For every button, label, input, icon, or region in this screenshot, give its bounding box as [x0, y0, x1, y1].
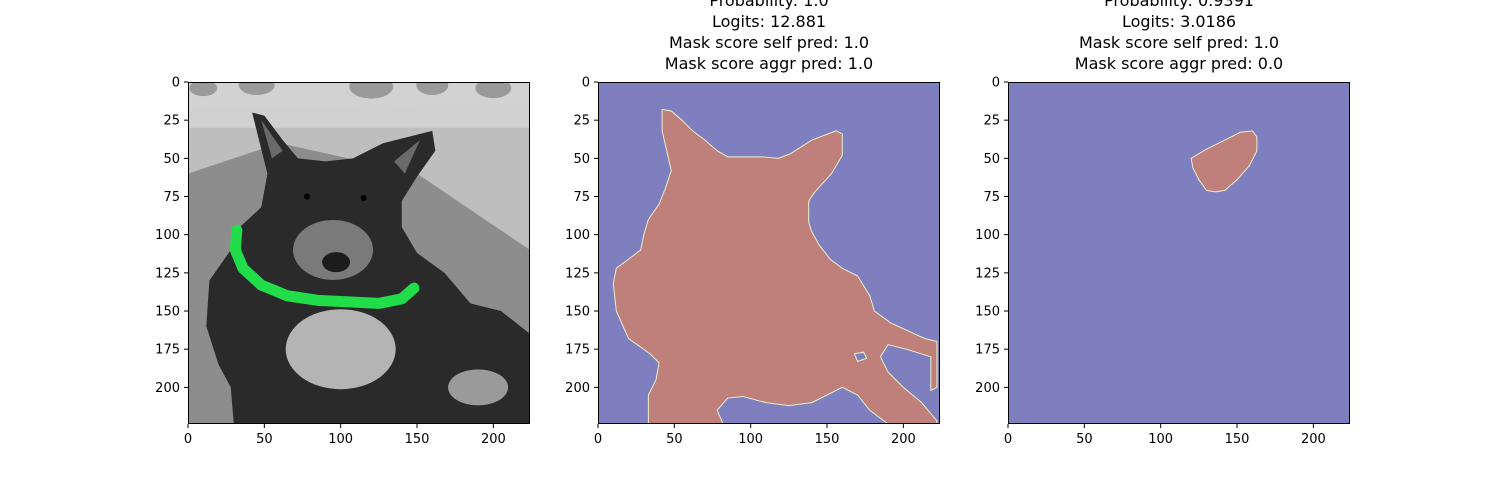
panel-mask-1: Probability: 1.0 Logits: 12.881 Mask score… — [548, 0, 988, 500]
y-tick-label: 200 — [975, 381, 1000, 396]
x-tick-label: 0 — [184, 432, 192, 447]
y-tick-label: 75 — [573, 190, 590, 205]
mask-region — [612, 108, 938, 424]
y-tick-label: 75 — [163, 190, 180, 205]
y-tick-label: 75 — [983, 190, 1000, 205]
y-tick-label: 200 — [155, 381, 180, 396]
x-tick-label: 0 — [594, 432, 602, 447]
panel-input-image: 0 50 100 150 200 0 25 50 75 100 125 150 175 200 — [138, 0, 578, 500]
axes-1: 0 50 100 150 200 0 25 50 75 100 125 150 175 200 — [565, 76, 940, 447]
y-tick-label: 25 — [983, 114, 1000, 129]
y-tick-label: 100 — [975, 228, 1000, 243]
chart-title-line: Mask score self pred: 1.0 — [1078, 33, 1280, 52]
x-tick-label: 200 — [481, 432, 506, 447]
y-tick-label: 0 — [582, 76, 590, 91]
axes-frame — [598, 82, 940, 424]
x-tick-label: 150 — [405, 432, 430, 447]
panel-mask-2: Probability: 0.9391 Logits: 3.0186 Mask sc… — [958, 0, 1398, 500]
y-tick-label: 150 — [565, 305, 590, 320]
y-tick-label: 125 — [565, 266, 590, 281]
chart-title-line: Mask score aggr pred: 1.0 — [664, 54, 874, 73]
chart-title-line: Mask score aggr pred: 0.0 — [1074, 54, 1284, 73]
y-tick-label: 200 — [565, 381, 590, 396]
x-tick-label: 0 — [1004, 432, 1012, 447]
y-tick-label: 175 — [155, 343, 180, 358]
chart-title-line: Probability: 1.0 — [709, 0, 829, 10]
y-tick-label: 50 — [573, 152, 590, 167]
y-tick-label: 175 — [565, 343, 590, 358]
y-tick-label: 125 — [155, 266, 180, 281]
y-tick-label: 0 — [172, 76, 180, 91]
y-tick-label: 100 — [565, 228, 590, 243]
x-tick-label: 100 — [328, 432, 353, 447]
y-tick-label: 25 — [163, 114, 180, 129]
y-tick-label: 100 — [155, 228, 180, 243]
y-tick-label: 50 — [983, 152, 1000, 167]
x-tick-label: 150 — [815, 432, 840, 447]
y-tick-label: 150 — [155, 305, 180, 320]
y-tick-label: 150 — [975, 305, 1000, 320]
dog-photo — [188, 82, 530, 424]
x-tick-label: 50 — [666, 432, 683, 447]
y-tick-label: 0 — [992, 76, 1000, 91]
y-tick-label: 50 — [163, 152, 180, 167]
mask-region — [1190, 130, 1258, 193]
y-tick-label: 25 — [573, 114, 590, 129]
chart-title-line: Probability: 0.9391 — [1104, 0, 1254, 10]
axes-frame — [1008, 82, 1350, 424]
x-tick-label: 150 — [1225, 432, 1250, 447]
x-tick-label: 50 — [1076, 432, 1093, 447]
y-tick-label: 175 — [975, 343, 1000, 358]
x-tick-label: 100 — [1148, 432, 1173, 447]
green-collar — [229, 224, 420, 309]
axes-frame — [188, 82, 530, 424]
chart-title-line: Mask score self pred: 1.0 — [668, 33, 870, 52]
mask-background — [1008, 82, 1350, 424]
chart-title-line: Logits: 12.881 — [711, 12, 827, 31]
x-tick-label: 200 — [891, 432, 916, 447]
y-tick-label: 125 — [975, 266, 1000, 281]
x-tick-label: 200 — [1301, 432, 1326, 447]
x-tick-label: 50 — [256, 432, 273, 447]
x-tick-label: 100 — [738, 432, 763, 447]
axes-0: 0 50 100 150 200 0 25 50 75 100 125 150 175 200 — [155, 76, 530, 447]
axes-2: 0 50 100 150 200 0 25 50 75 100 125 150 175 200 — [975, 76, 1350, 447]
chart-title-line: Logits: 3.0186 — [1121, 12, 1237, 31]
